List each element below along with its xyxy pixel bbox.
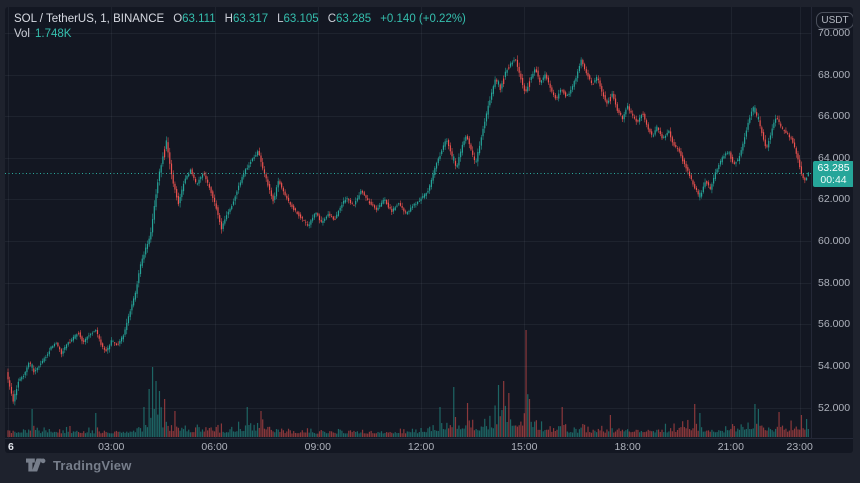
ohlc-l: L63.105	[277, 13, 319, 25]
time-axis-border	[5, 438, 853, 439]
legend-row-2: Vol 1.748K	[14, 27, 466, 41]
time-tick-label[interactable]: 23:00	[786, 441, 813, 453]
symbol-title[interactable]: SOL / TetherUS, 1, BINANCE	[14, 13, 165, 25]
price-tick-label[interactable]: 58.000	[818, 276, 851, 289]
time-tick-label[interactable]: 09:00	[304, 441, 331, 453]
price-tick-label[interactable]: 70.000	[818, 27, 851, 39]
price-tick-label[interactable]: 60.000	[818, 235, 851, 248]
price-tick-label[interactable]: 66.000	[818, 110, 851, 123]
currency-badge[interactable]: USDT	[816, 12, 853, 29]
chart-legend: SOL / TetherUS, 1, BINANCE O63.111 H63.317…	[14, 12, 466, 41]
tradingview-mark-icon	[26, 458, 46, 472]
time-tick-day-label[interactable]: 6	[8, 441, 14, 453]
change-value: +0.140 (+0.22%)	[380, 13, 466, 25]
price-tick-label[interactable]: 52.000	[818, 401, 851, 414]
tradingview-logo-text: TradingView	[53, 457, 132, 473]
tradingview-logo[interactable]: TradingView	[26, 455, 132, 475]
last-price-value: 63.285	[817, 162, 850, 174]
price-tick-label[interactable]: 54.000	[818, 359, 851, 372]
price-axis-border	[811, 7, 812, 438]
chart-widget: SOL / TetherUS, 1, BINANCE O63.111 H63.317…	[5, 7, 853, 453]
bar-countdown: 00:44	[820, 174, 847, 186]
price-tick-label[interactable]: 56.000	[818, 318, 851, 331]
price-tick-label[interactable]: 68.000	[818, 68, 851, 81]
volume-value: 1.748K	[35, 28, 72, 40]
price-tick-label[interactable]: 64.000	[818, 151, 851, 164]
legend-row-1: SOL / TetherUS, 1, BINANCE O63.111 H63.317…	[14, 12, 466, 26]
time-tick-label[interactable]: 12:00	[407, 441, 435, 453]
price-tick-label[interactable]: 62.000	[818, 193, 851, 206]
time-tick-label[interactable]: 18:00	[614, 441, 641, 453]
time-tick-label[interactable]: 21:00	[717, 441, 744, 453]
ohlc-values: O63.111 H63.317 L63.105 C63.285	[173, 13, 380, 25]
time-tick-label[interactable]: 03:00	[98, 441, 125, 453]
ohlc-h: H63.317	[224, 13, 269, 25]
price-chart-canvas[interactable]	[5, 7, 853, 453]
time-tick-label[interactable]: 15:00	[511, 441, 538, 453]
last-price-tag: 63.285 00:44	[813, 161, 853, 187]
time-tick-label[interactable]: 06:00	[201, 441, 228, 453]
ohlc-o: O63.111	[173, 13, 216, 25]
volume-label: Vol	[14, 28, 30, 40]
ohlc-c: C63.285	[327, 13, 372, 25]
